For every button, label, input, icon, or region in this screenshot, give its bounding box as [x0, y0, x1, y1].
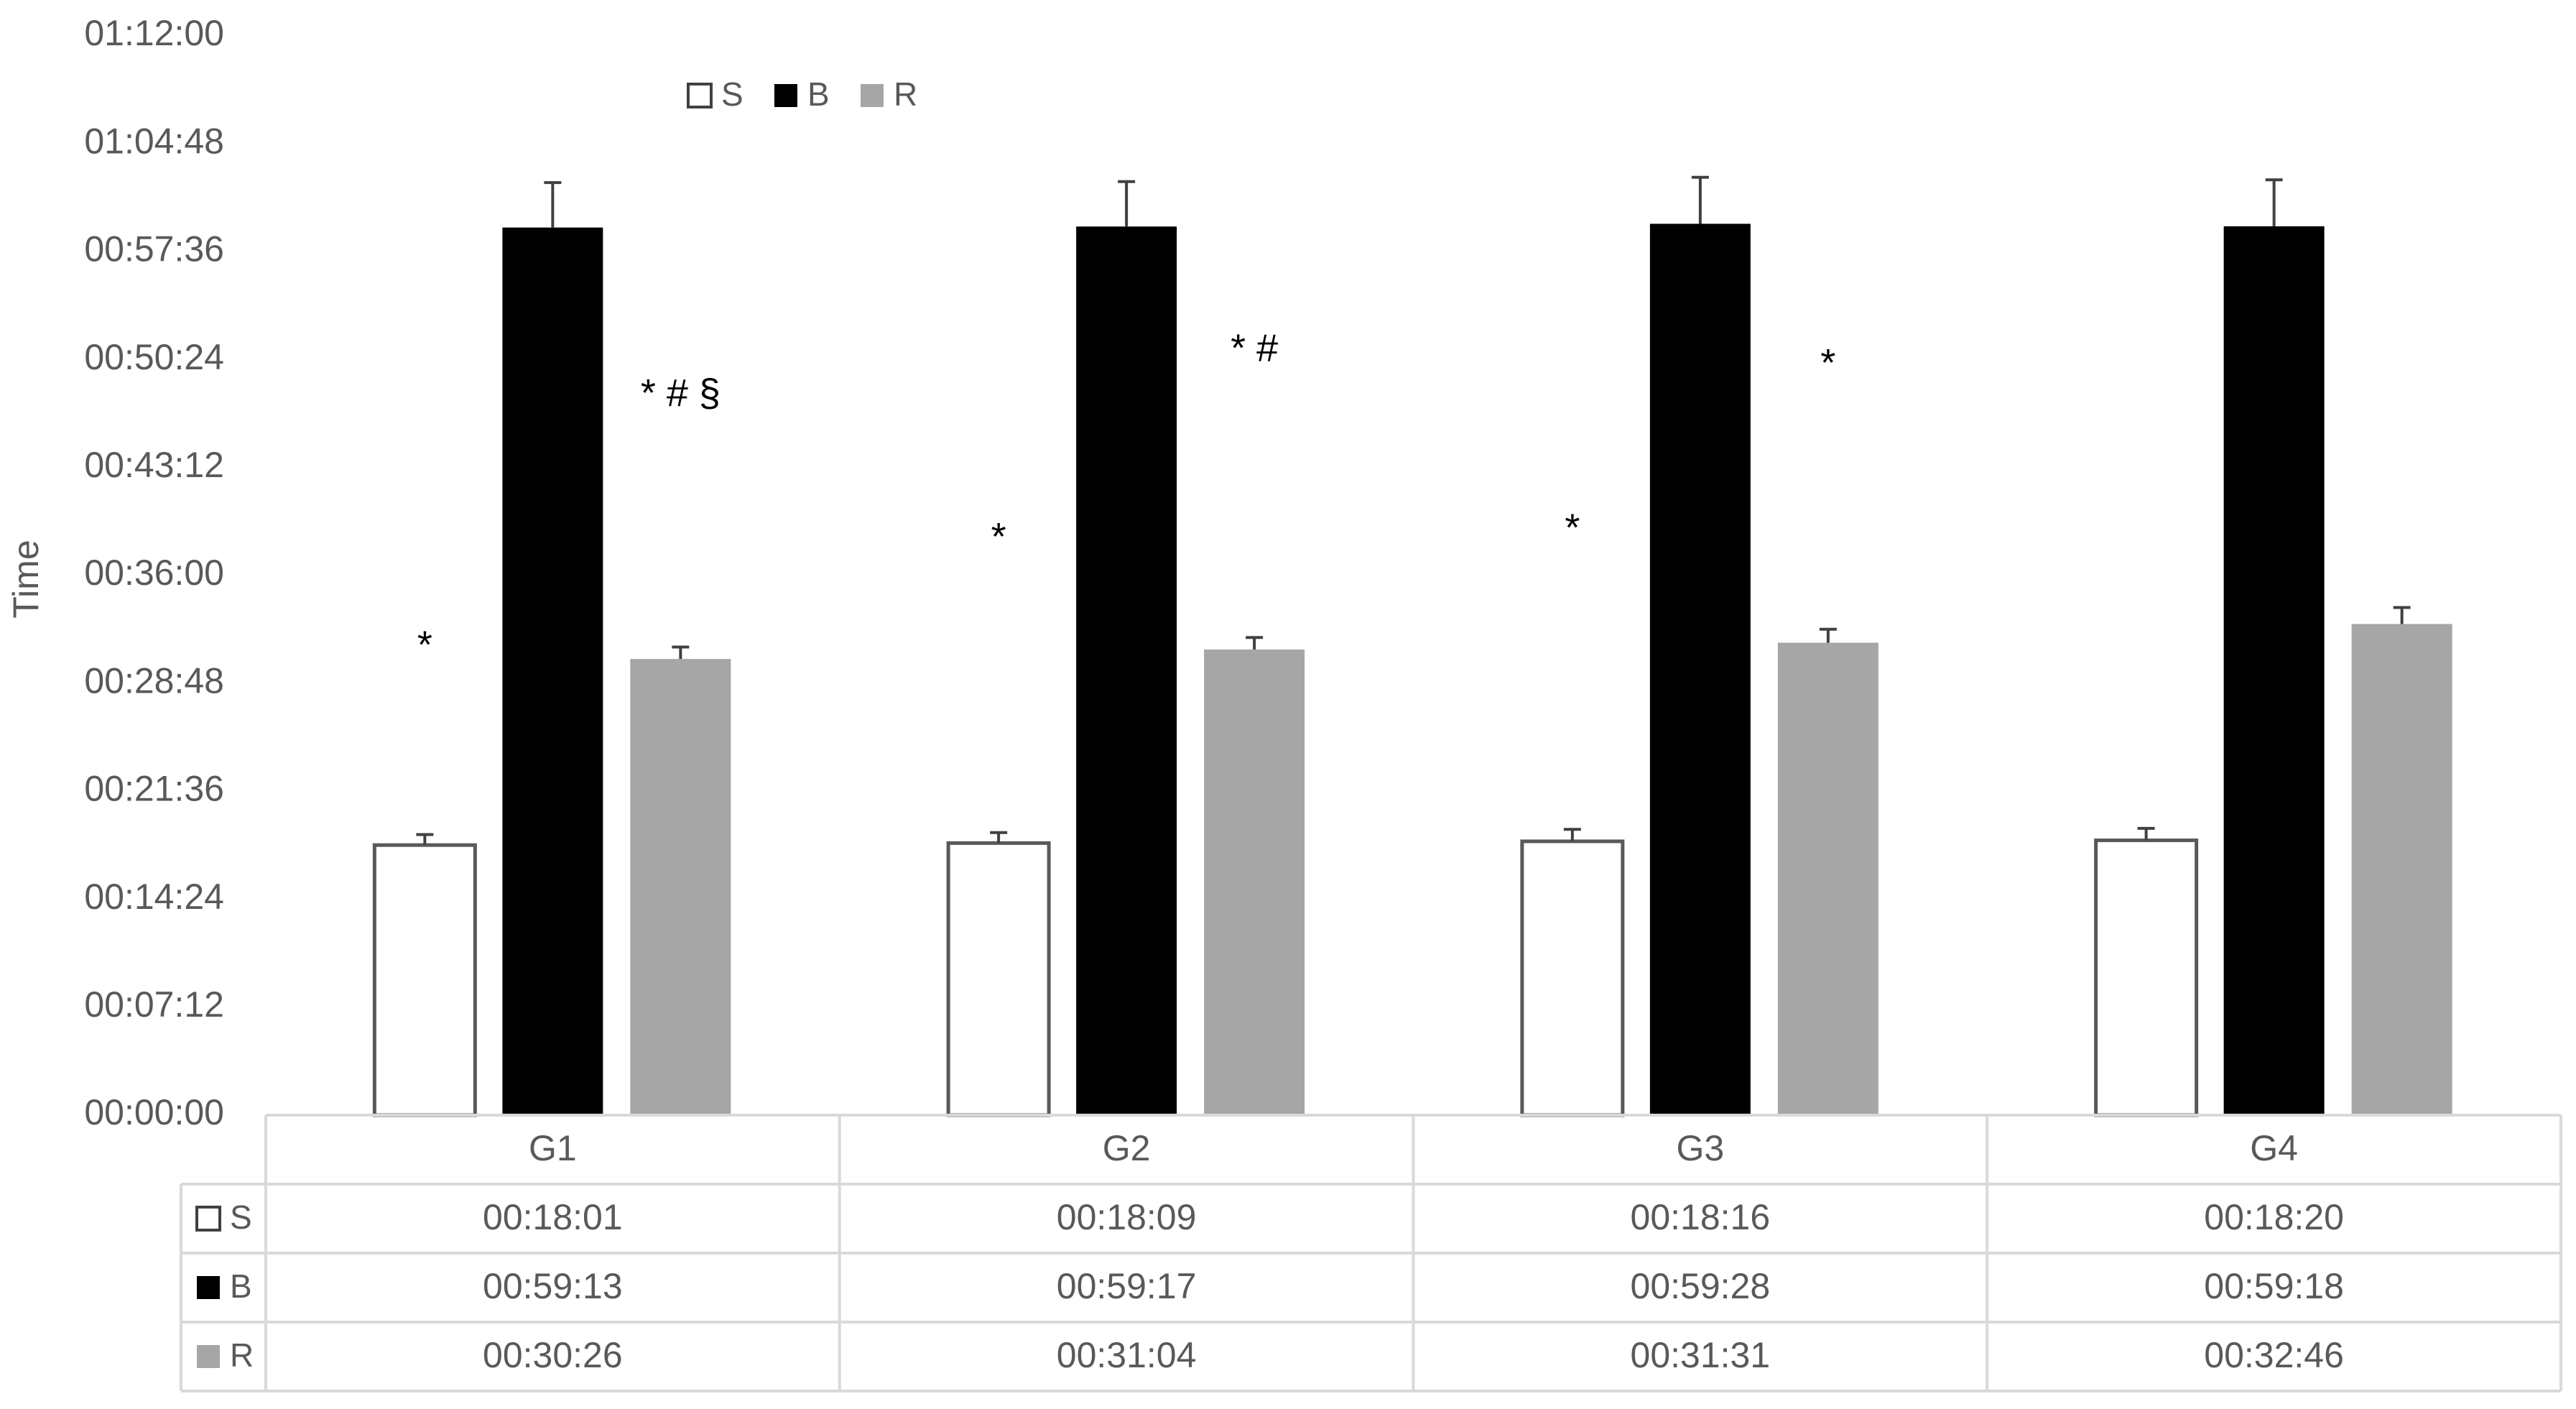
table-value-S-G2: 00:18:09 — [1057, 1197, 1197, 1237]
table-value-R-G2: 00:31:04 — [1057, 1335, 1197, 1375]
annotation-5: * — [1820, 341, 1835, 384]
category-label-G2: G2 — [1103, 1128, 1151, 1168]
category-label-G4: G4 — [2250, 1128, 2298, 1168]
legend-label-R: R — [894, 75, 917, 113]
table-value-S-G4: 00:18:20 — [2204, 1197, 2344, 1237]
y-tick-label-8: 00:57:36 — [84, 229, 224, 269]
y-tick-label-0: 00:00:00 — [84, 1092, 224, 1132]
annotation-3: * # — [1231, 326, 1278, 369]
y-tick-label-1: 00:07:12 — [84, 984, 224, 1025]
y-tick-label-4: 00:28:48 — [84, 660, 224, 701]
bar-R-G4 — [2351, 624, 2452, 1115]
bar-S-G4 — [2094, 839, 2199, 1117]
bar-B-G1 — [502, 227, 603, 1115]
legend-swatch-S — [687, 83, 713, 108]
bar-S-G2 — [946, 841, 1051, 1117]
category-label-G3: G3 — [1677, 1128, 1725, 1168]
table-value-B-G2: 00:59:17 — [1057, 1266, 1197, 1306]
table-value-R-G1: 00:30:26 — [483, 1335, 623, 1375]
bar-S-G3 — [1520, 839, 1625, 1117]
y-tick-label-6: 00:43:12 — [84, 445, 224, 485]
table-series-label-B: B — [230, 1267, 252, 1305]
bar-R-G2 — [1204, 649, 1305, 1115]
y-axis-label: Time — [6, 540, 46, 618]
legend-swatch-R — [861, 84, 884, 107]
table-series-label-S: S — [230, 1198, 252, 1236]
table-swatch-R — [197, 1345, 220, 1368]
annotation-2: * — [991, 515, 1006, 558]
legend-label-B: B — [807, 75, 830, 113]
y-tick-label-7: 00:50:24 — [84, 337, 224, 377]
y-tick-label-2: 00:14:24 — [84, 877, 224, 917]
table-value-B-G3: 00:59:28 — [1631, 1266, 1771, 1306]
table-swatch-S — [195, 1206, 221, 1232]
y-tick-label-9: 01:04:48 — [84, 121, 224, 161]
table-value-S-G1: 00:18:01 — [483, 1197, 623, 1237]
bar-B-G4 — [2223, 226, 2325, 1116]
table-value-S-G3: 00:18:16 — [1631, 1197, 1771, 1237]
table-value-R-G4: 00:32:46 — [2204, 1335, 2344, 1375]
bar-B-G3 — [1649, 223, 1751, 1116]
table-value-B-G4: 00:59:18 — [2204, 1266, 2344, 1306]
table-swatch-B — [197, 1276, 220, 1299]
bar-S-G1 — [372, 843, 477, 1117]
bar-R-G1 — [630, 659, 731, 1115]
annotation-4: * — [1565, 507, 1580, 550]
legend-swatch-B — [774, 84, 797, 107]
bar-B-G2 — [1076, 226, 1177, 1115]
y-tick-label-5: 00:36:00 — [84, 553, 224, 593]
table-value-R-G3: 00:31:31 — [1631, 1335, 1771, 1375]
legend-label-S: S — [721, 75, 743, 113]
bar-R-G3 — [1777, 642, 1878, 1115]
category-label-G1: G1 — [529, 1128, 577, 1168]
table-value-B-G1: 00:59:13 — [483, 1266, 623, 1306]
annotation-0: * — [417, 623, 432, 666]
y-tick-label-10: 01:12:00 — [84, 13, 224, 53]
annotation-1: * # § — [641, 371, 721, 415]
y-tick-label-3: 00:21:36 — [84, 769, 224, 809]
table-series-label-R: R — [230, 1336, 254, 1374]
